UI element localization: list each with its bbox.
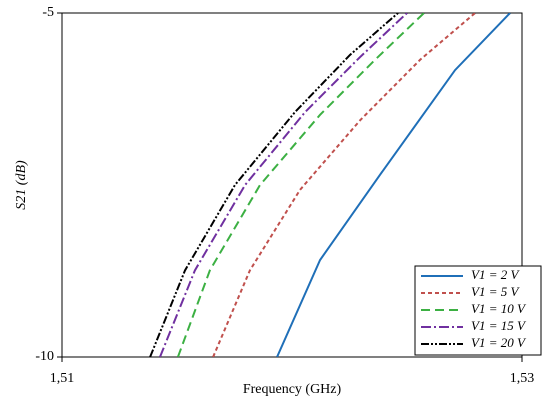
y-axis-label: S21 (dB) [14,160,29,210]
y-tick-label: -10 [35,349,54,364]
series-line [212,13,476,357]
legend-label: V1 = 20 V [471,335,527,350]
legend-label: V1 = 5 V [471,284,520,299]
legend-label: V1 = 10 V [471,301,527,316]
series-line [176,13,425,357]
plot-frame [61,12,523,358]
legend-label: V1 = 15 V [471,318,527,333]
x-axis-label: Frequency (GHz) [243,382,342,397]
x-tick-label: 1,51 [50,371,75,386]
series-line [159,13,408,357]
series-line [276,13,511,357]
series-line [149,13,399,357]
x-tick-label: 1,53 [510,371,535,386]
y-tick-label: -5 [42,5,54,20]
legend-label: V1 = 2 V [471,267,520,282]
